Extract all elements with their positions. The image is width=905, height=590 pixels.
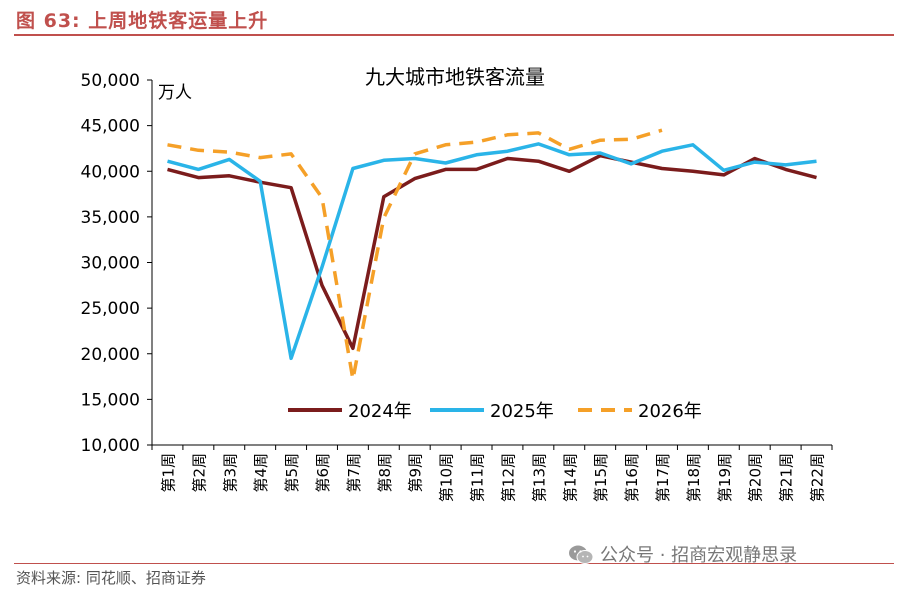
- y-tick-label: 35,000: [81, 208, 140, 228]
- x-tick-label: 第4周: [252, 453, 270, 493]
- x-tick-label: 第14周: [561, 453, 579, 502]
- series-2026年: [167, 128, 663, 382]
- x-tick-label: 第20周: [747, 453, 765, 502]
- y-tick-label: 15,000: [81, 390, 140, 410]
- x-tick-label: 第19周: [716, 453, 734, 502]
- bottom-divider: [14, 563, 894, 564]
- series-line: [167, 142, 817, 361]
- x-tick-label: 第8周: [376, 453, 394, 493]
- x-tick-label: 第12周: [499, 453, 517, 502]
- legend-item: 2024年: [288, 401, 412, 422]
- x-tick-label: 第5周: [283, 453, 301, 493]
- series-2024年: [167, 153, 817, 351]
- chart-title: 九大城市地铁客流量: [365, 65, 545, 89]
- figure-heading: 上周地铁客运量上升: [88, 10, 269, 32]
- figure-title: 图 63: 上周地铁客运量上升: [16, 6, 268, 33]
- y-tick-label: 20,000: [81, 345, 140, 365]
- wechat-icon: [569, 545, 594, 564]
- legend-label: 2024年: [348, 401, 412, 422]
- x-tick-label: 第9周: [407, 453, 425, 493]
- watermark: 公众号 · 招商宏观静思录: [568, 541, 797, 567]
- x-tick-label: 第13周: [530, 453, 548, 502]
- x-tick-label: 第17周: [654, 453, 672, 502]
- x-tick-label: 第22周: [809, 453, 827, 502]
- y-tick-label: 50,000: [81, 71, 140, 91]
- legend-label: 2026年: [638, 401, 702, 422]
- y-tick-label: 25,000: [81, 299, 140, 319]
- x-tick-label: 第16周: [623, 453, 641, 502]
- x-tick-label: 第7周: [345, 453, 363, 493]
- x-tick-label: 第2周: [190, 453, 208, 493]
- x-tick-label: 第11周: [469, 453, 487, 502]
- source-note: 资料来源: 同花顺、招商证券: [16, 569, 206, 587]
- legend-item: 2025年: [430, 401, 554, 422]
- watermark-text: 公众号 · 招商宏观静思录: [600, 545, 798, 566]
- y-tick-label: 45,000: [81, 117, 140, 137]
- y-tick-label: 30,000: [81, 254, 140, 274]
- y-axis-label: 万人: [158, 83, 192, 103]
- x-tick-label: 第10周: [438, 453, 456, 502]
- x-tick-label: 第18周: [685, 453, 703, 502]
- x-tick-label: 第21周: [778, 453, 796, 502]
- legend: 2024年 2025年 2026年: [288, 401, 702, 422]
- series-layer: [167, 128, 817, 382]
- x-tick-label: 第1周: [159, 453, 177, 493]
- y-tick-label: 10,000: [81, 436, 140, 456]
- axes: 10,000 15,000 20,000 25,000 30,000 35,000 40,0…: [81, 71, 833, 502]
- line-chart: 九大城市地铁客流量 万人 10,000 15,000 20,000 25,000 30,…: [81, 65, 833, 502]
- y-tick-label: 40,000: [81, 162, 140, 182]
- top-divider: [14, 34, 894, 36]
- series-2025年: [167, 142, 817, 361]
- legend-label: 2025年: [490, 401, 554, 422]
- legend-item: 2026年: [578, 401, 702, 422]
- series-line: [167, 153, 817, 351]
- figure-label: 图 63:: [16, 10, 81, 32]
- x-tick-label: 第6周: [314, 453, 332, 493]
- x-tick-label: 第15周: [592, 453, 610, 502]
- x-tick-label: 第3周: [221, 453, 239, 493]
